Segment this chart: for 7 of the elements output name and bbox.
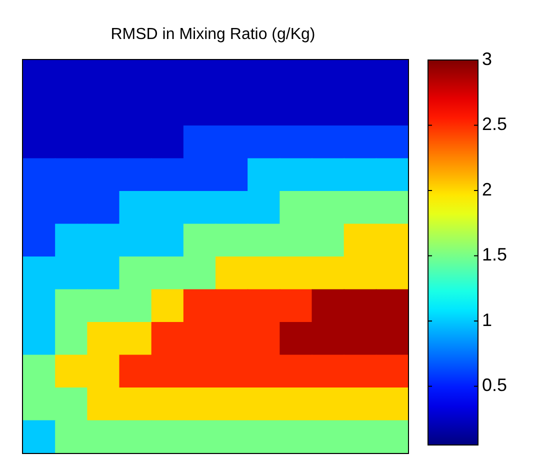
color-bar-label: 1.5 [482,244,508,265]
color-bar-label: 0.5 [482,375,508,396]
color-bar-label: 2.5 [482,114,508,134]
color-bar-label: 2 [482,179,492,200]
color-bar-label: 1 [482,310,492,330]
chart-title: RMSD in Mixing Ratio (g/Kg) [110,26,316,44]
color-bar-label: 3 [482,48,492,69]
